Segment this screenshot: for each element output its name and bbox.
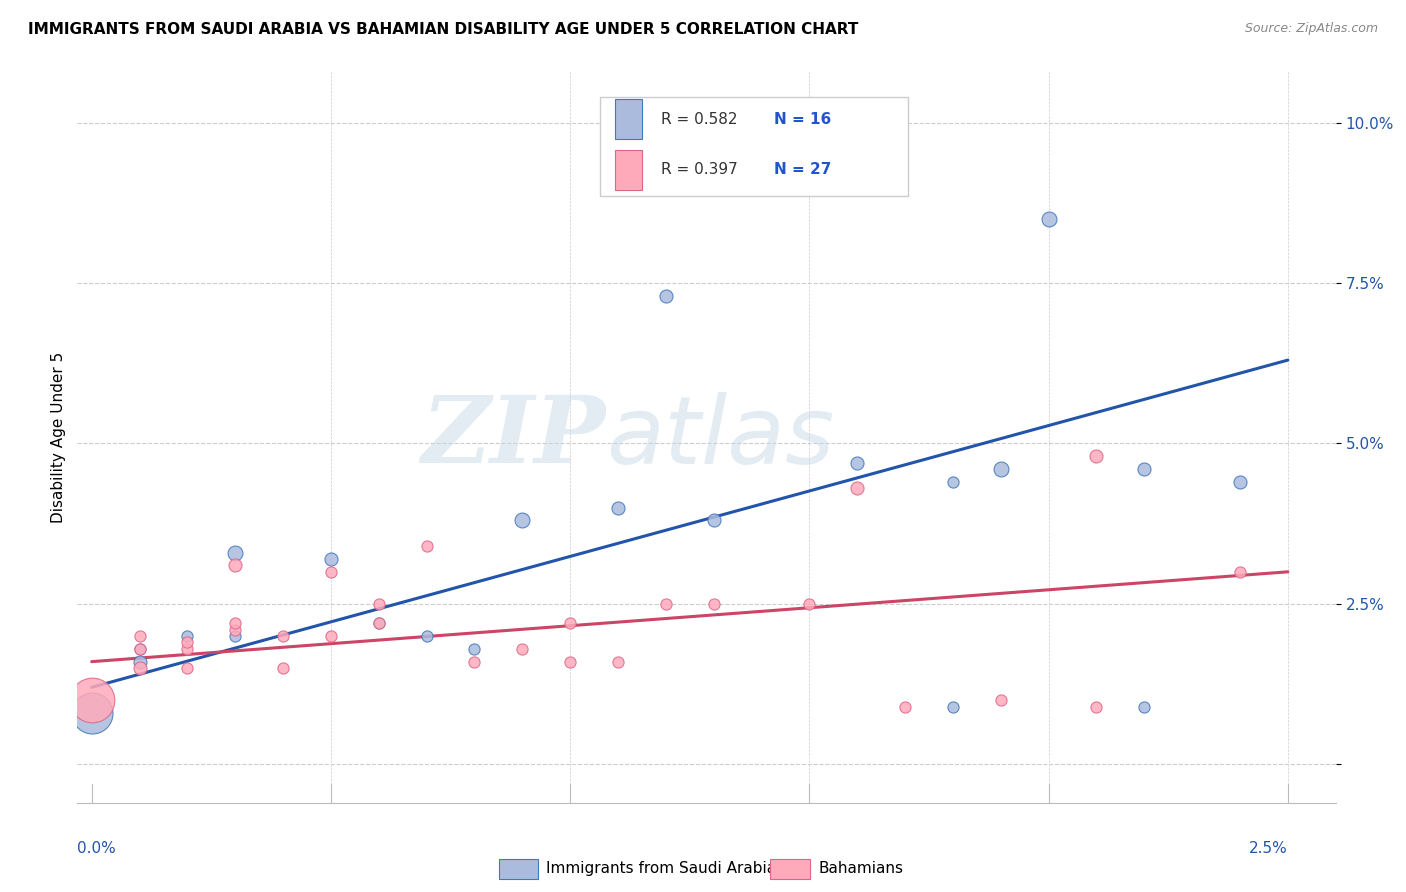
Text: 0.0%: 0.0% [77, 841, 117, 856]
Y-axis label: Disability Age Under 5: Disability Age Under 5 [51, 351, 66, 523]
Point [271, 661, 294, 675]
Point [846, 482, 869, 496]
Point [176, 635, 198, 649]
Point [224, 616, 246, 631]
Point [799, 597, 821, 611]
Point [894, 699, 917, 714]
Point [176, 641, 198, 656]
Point [1085, 699, 1108, 714]
Text: Source: ZipAtlas.com: Source: ZipAtlas.com [1244, 22, 1378, 36]
Point [128, 629, 150, 643]
Point [990, 693, 1012, 707]
FancyBboxPatch shape [599, 97, 908, 195]
Text: atlas: atlas [606, 392, 834, 483]
Point [510, 641, 533, 656]
Point [319, 629, 342, 643]
Point [607, 500, 630, 515]
Point [224, 629, 246, 643]
Point [1085, 450, 1108, 464]
Point [463, 655, 485, 669]
Point [367, 616, 389, 631]
Text: Bahamians: Bahamians [818, 862, 903, 876]
Point [607, 655, 630, 669]
Point [271, 629, 294, 643]
FancyBboxPatch shape [614, 150, 643, 190]
Point [1038, 211, 1060, 226]
Point [80, 693, 103, 707]
Point [655, 289, 678, 303]
Point [367, 597, 389, 611]
Point [846, 456, 869, 470]
Point [1133, 462, 1156, 476]
Text: ZIP: ZIP [422, 392, 606, 482]
Text: R = 0.582: R = 0.582 [661, 112, 738, 127]
Point [1229, 565, 1251, 579]
Point [176, 629, 198, 643]
Point [942, 475, 965, 489]
Point [176, 661, 198, 675]
Point [415, 539, 437, 553]
Text: 2.5%: 2.5% [1249, 841, 1288, 856]
Point [224, 623, 246, 637]
Point [990, 462, 1012, 476]
Point [703, 597, 725, 611]
Point [367, 616, 389, 631]
FancyBboxPatch shape [614, 99, 643, 139]
Point [463, 641, 485, 656]
Point [128, 661, 150, 675]
Point [560, 655, 582, 669]
Point [1133, 699, 1156, 714]
Point [128, 641, 150, 656]
Point [224, 558, 246, 573]
Point [510, 514, 533, 528]
Point [1229, 475, 1251, 489]
Text: R = 0.397: R = 0.397 [661, 162, 738, 178]
Point [80, 706, 103, 720]
Point [128, 641, 150, 656]
Point [224, 545, 246, 559]
Point [655, 597, 678, 611]
Text: IMMIGRANTS FROM SAUDI ARABIA VS BAHAMIAN DISABILITY AGE UNDER 5 CORRELATION CHAR: IMMIGRANTS FROM SAUDI ARABIA VS BAHAMIAN… [28, 22, 859, 37]
Point [319, 565, 342, 579]
Text: Immigrants from Saudi Arabia: Immigrants from Saudi Arabia [546, 862, 776, 876]
Point [942, 699, 965, 714]
Point [415, 629, 437, 643]
Point [560, 616, 582, 631]
Point [128, 655, 150, 669]
Point [703, 514, 725, 528]
Point [319, 552, 342, 566]
Text: N = 27: N = 27 [775, 162, 832, 178]
Text: N = 16: N = 16 [775, 112, 832, 127]
